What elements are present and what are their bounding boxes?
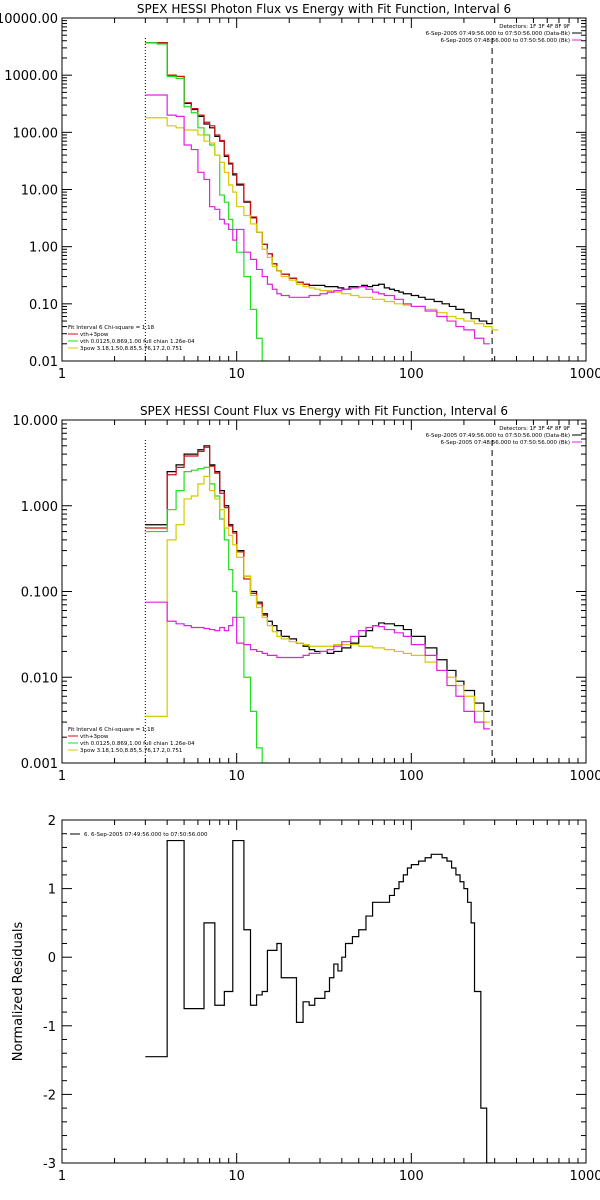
legend-entry: vth 0.0125,0.869,1.00 full chian 1.26e-0… xyxy=(80,339,195,345)
chart-panel-1: SPEX HESSI Count Flux vs Energy with Fit… xyxy=(13,404,600,784)
y-tick-label: 0.001 xyxy=(21,757,58,772)
series-line-black xyxy=(145,42,493,325)
series-line-yellow xyxy=(145,117,499,331)
x-tick-label: 1 xyxy=(58,1169,66,1184)
x-tick-label: 1000 xyxy=(569,367,600,382)
legend-entry: Detectors: 1F 3F 4F 8F 9F xyxy=(499,24,570,30)
legend-entry: 3pow 3.18,1.50,8.85,5.76,17.2,0.751 xyxy=(80,346,182,352)
legend-entry: 6-Sep-2005 07:49:56.000 to 07:50:56.000 … xyxy=(426,31,570,37)
legend-entry: 6-Sep-2005 07:49:56.000 to 07:50:56.000 … xyxy=(426,433,570,439)
y-tick-label: 10.000 xyxy=(13,414,59,429)
chart-title: SPEX HESSI Photon Flux vs Energy with Fi… xyxy=(137,2,511,16)
legend-entry: 6-Sep-2005 07:48:56.000 to 07:50:56.000 … xyxy=(441,38,571,44)
y-tick-label: 2 xyxy=(48,814,56,829)
y-tick-label: 1000.00 xyxy=(4,69,58,84)
y-tick-label: -1 xyxy=(43,1020,56,1035)
x-tick-label: 10 xyxy=(228,367,245,382)
y-tick-label: 0.10 xyxy=(29,298,58,313)
series-line-black xyxy=(145,445,490,712)
legend-entry: vth 0.0125,0.869,1.00 full chian 1.26e-0… xyxy=(80,741,195,747)
y-tick-label: 10.00 xyxy=(21,184,58,199)
x-tick-label: 1 xyxy=(58,367,66,382)
x-tick-label: 10 xyxy=(228,1169,245,1184)
y-tick-label: 1.000 xyxy=(21,500,58,515)
y-tick-label: 0 xyxy=(48,951,56,966)
plot-frame xyxy=(61,17,587,362)
chart-panel-2: 1 10 100 1000 -3 -2 -1 0 1 2 Normalized Residuals 6… xyxy=(11,814,600,1184)
chart-panel-0: SPEX HESSI Photon Flux vs Energy with Fi… xyxy=(0,2,600,382)
plot-frame xyxy=(61,419,587,764)
series-line-magenta xyxy=(145,601,490,730)
legend-entry: 6. 6-Sep-2005 07:49:56.000 to 07:50:56.0… xyxy=(84,832,208,838)
legend-entry: vth+3pow xyxy=(80,734,109,740)
y-tick-label: -3 xyxy=(43,1157,56,1172)
legend-entry: Fit Interval 6 Chi-square = 1.18 xyxy=(68,325,155,331)
y-tick-label: 0.01 xyxy=(29,355,58,370)
series-line-red xyxy=(145,42,310,285)
series-line-yellow xyxy=(145,475,490,723)
y-tick-label: 10000.00 xyxy=(0,12,58,27)
x-tick-label: 100 xyxy=(399,1169,424,1184)
y-tick-label: 1 xyxy=(48,883,56,898)
y-tick-label: 0.100 xyxy=(21,586,58,601)
x-tick-label: 100 xyxy=(399,367,424,382)
legend-entry: 6-Sep-2005 07:48:56.000 to 07:50:56.000 … xyxy=(441,440,571,446)
y-tick-label: 0.010 xyxy=(21,671,58,686)
legend-entry: Fit Interval 6 Chi-square = 1.18 xyxy=(68,727,155,733)
series-line-black xyxy=(145,839,493,1163)
x-tick-label: 1000 xyxy=(569,769,600,784)
x-tick-label: 1 xyxy=(58,769,66,784)
plot-frame xyxy=(61,819,587,1164)
x-tick-label: 100 xyxy=(399,769,424,784)
chart-title: SPEX HESSI Count Flux vs Energy with Fit… xyxy=(140,404,508,418)
y-tick-label: 1.00 xyxy=(29,241,58,256)
y-axis-label: Normalized Residuals xyxy=(11,922,26,1062)
y-tick-label: -2 xyxy=(43,1088,56,1103)
legend-entry: vth+3pow xyxy=(80,332,109,338)
x-tick-label: 10 xyxy=(228,769,245,784)
legend-entry: Detectors: 1F 3F 4F 8F 9F xyxy=(499,426,570,432)
series-line-magenta xyxy=(145,94,490,345)
x-tick-label: 1000 xyxy=(569,1169,600,1184)
series-line-green xyxy=(145,466,269,763)
legend-entry: 3pow 3.18,1.50,8.85,5.76,17.2,0.751 xyxy=(80,748,182,754)
y-tick-label: 100.00 xyxy=(13,126,59,141)
